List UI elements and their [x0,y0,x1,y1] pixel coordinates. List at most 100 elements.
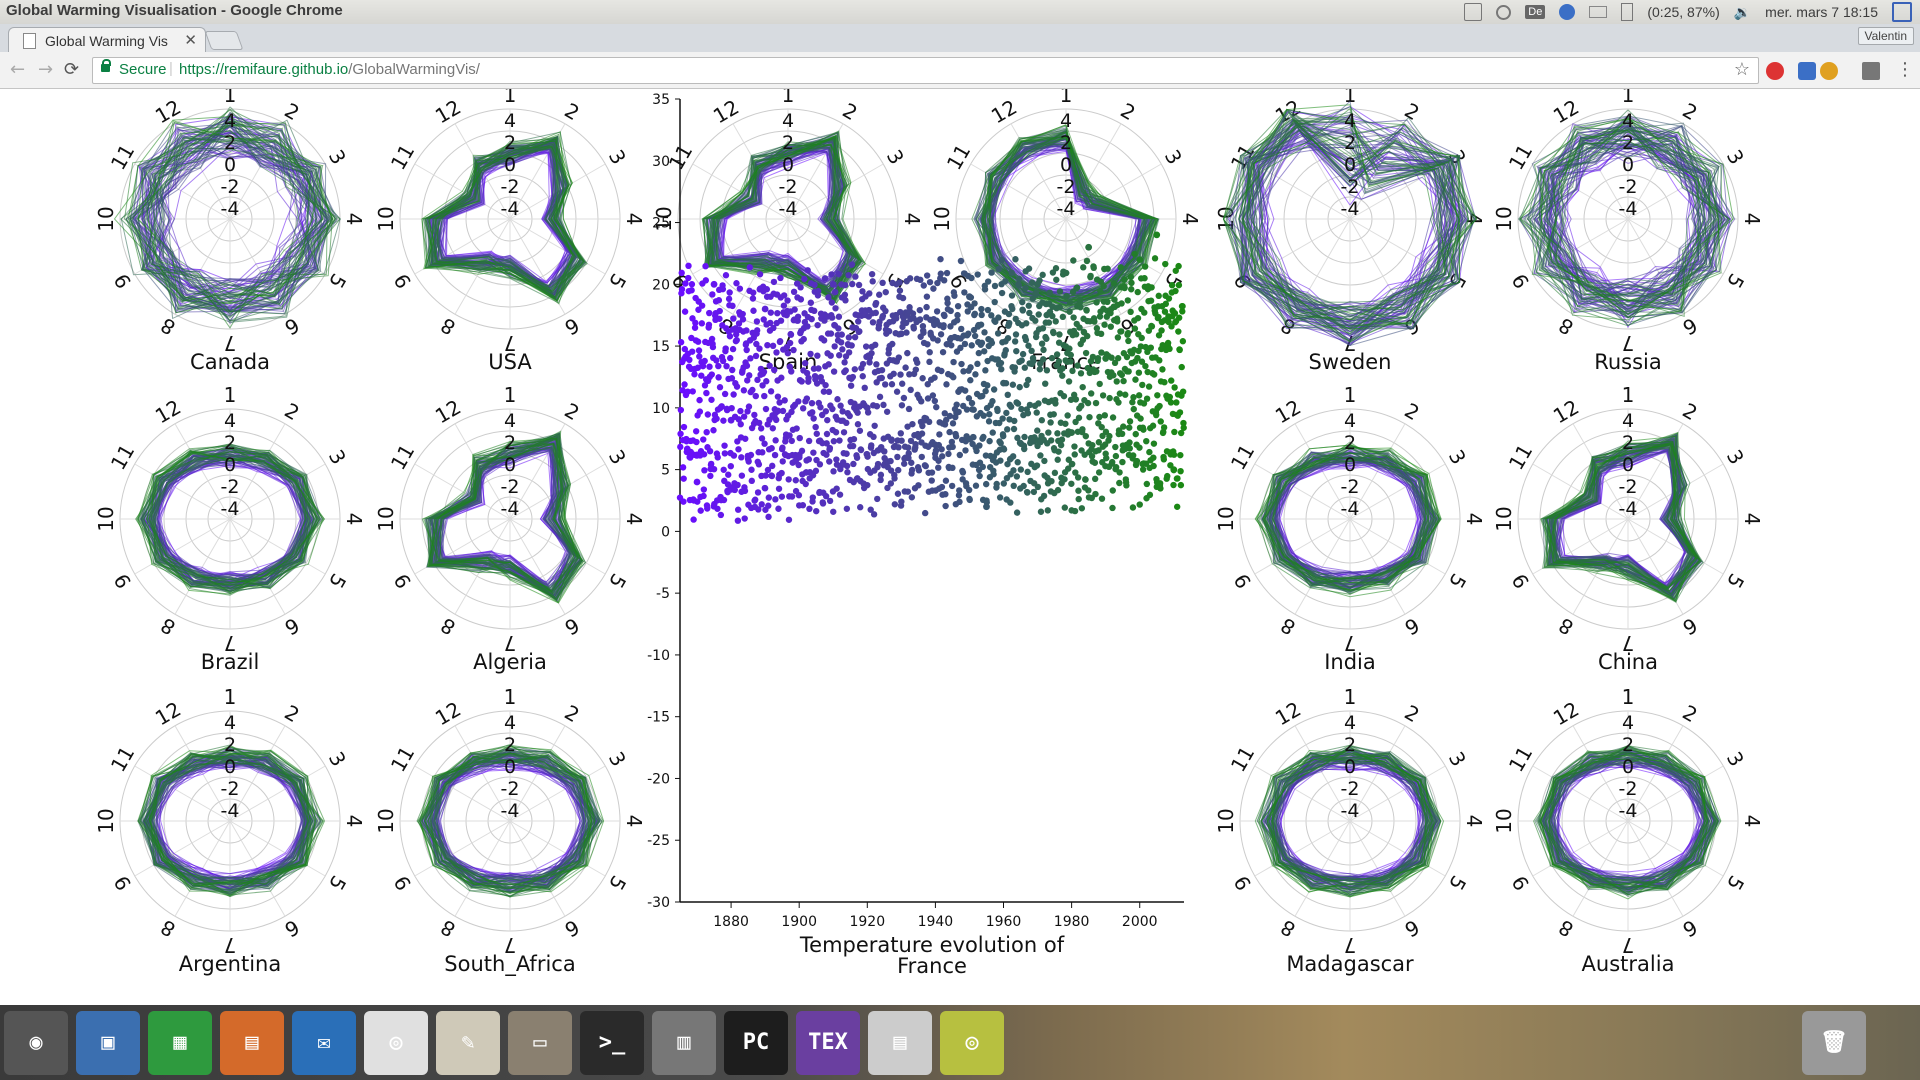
scatter-point [698,372,705,379]
scatter-point [681,345,689,353]
scatter-point [780,292,788,299]
extension-icon-2[interactable] [1820,62,1838,80]
scatter-point [1084,364,1091,372]
dock-files-icon[interactable]: ▭ [508,1011,572,1075]
battery-icon[interactable] [1621,3,1634,21]
scatter-point [841,291,849,298]
radar-spoke [454,820,511,917]
adblock-icon[interactable] [1766,62,1784,80]
dock-mixer-icon[interactable]: ▥ [652,1011,716,1075]
country-label[interactable]: Canada [190,350,270,374]
cast-icon[interactable] [1862,62,1880,80]
country-label[interactable]: Australia [1582,952,1675,976]
menu-icon[interactable]: ⋮ [1896,59,1914,80]
radar-year-line [141,106,320,322]
scatter-point [805,456,813,463]
url-text[interactable]: https://remifaure.github.io/GlobalWarmin… [179,61,480,78]
scatter-point [997,359,1005,367]
forward-arrow-icon[interactable]: → [38,59,54,80]
dock-impress-image-icon[interactable]: ▣ [76,1011,140,1075]
y-tick-label: 10 [652,401,670,417]
dock-dash-icon[interactable]: ◉ [4,1011,68,1075]
country-label[interactable]: Argentina [179,952,281,976]
country-label[interactable]: USA [488,350,532,374]
dock-terminal-icon[interactable]: >_ [580,1011,644,1075]
dock-calc-icon[interactable]: ▦ [148,1011,212,1075]
dock-impress-icon[interactable]: ▤ [220,1011,284,1075]
radar-year-line [706,134,862,292]
scatter-point [955,408,962,416]
scatter-point [721,390,729,398]
close-tab-icon[interactable]: ✕ [184,32,197,49]
scatter-point [843,419,850,427]
scatter-point [692,319,699,327]
dock-text-editor-icon[interactable]: ✎ [436,1011,500,1075]
scatter-point [1085,243,1093,251]
scatter-point [959,469,967,476]
scatter-point [1076,296,1084,304]
dock-pycharm-icon[interactable]: PC [724,1011,788,1075]
scatter-point [829,405,836,413]
address-bar[interactable]: Secure | https://remifaure.github.io/Glo… [92,57,1759,84]
country-label[interactable]: India [1324,650,1376,674]
country-label[interactable]: China [1598,650,1658,674]
scatter-point [859,373,866,380]
scatter-point [1110,372,1117,379]
scatter-point [895,444,902,451]
country-label[interactable]: Russia [1594,350,1662,374]
scatter-point [1174,475,1181,482]
country-label[interactable]: Algeria [473,650,547,674]
country-label[interactable]: South_Africa [444,952,575,977]
scatter-point [680,475,687,482]
radar-spoke [229,820,326,877]
battery-status: (0:25, 87%) [1647,4,1720,20]
country-label[interactable]: Brazil [201,650,260,674]
tab-global-warming[interactable]: Global Warming Vis ✕ [8,27,206,53]
mail-icon[interactable] [1589,6,1608,18]
bookmark-star-icon[interactable]: ☆ [1733,59,1750,79]
radar-month-label: 8 [1276,915,1299,942]
radar-year-line [423,438,583,601]
country-label[interactable]: Sweden [1309,350,1392,374]
dock-thunderbird-icon[interactable]: ✉ [292,1011,356,1075]
new-tab-button[interactable] [204,31,244,50]
session-menu-icon[interactable] [1892,2,1912,22]
scatter-point [881,448,888,455]
scatter-point [948,342,955,349]
x-tick-label: 1940 [918,914,954,930]
scatter-point [1161,379,1168,386]
scatter-point [873,361,880,368]
radar-year-line [1256,446,1437,595]
scatter-point [848,261,856,268]
extension-icon[interactable] [1798,62,1816,80]
back-arrow-icon[interactable]: ← [10,59,26,80]
dock-file-cabinet-icon[interactable]: ▤ [868,1011,932,1075]
profile-button[interactable]: Valentin [1857,27,1914,45]
dock-texmaker-icon[interactable]: TEX [796,1011,860,1075]
scatter-point [1075,414,1083,421]
scatter-point [1020,482,1027,490]
radar-year-line [423,140,574,302]
dock-trash-icon[interactable]: 🗑 [1802,1011,1866,1075]
scatter-point [924,395,932,402]
clipboard-icon[interactable] [1464,3,1483,21]
scatter-point [735,320,743,327]
url-host: https://remifaure.github.io [179,61,349,78]
radar-month-label: 12 [431,697,465,731]
scatter-point [873,403,881,410]
scatter-point [948,438,956,446]
scatter-point [1175,281,1183,289]
volume-icon[interactable]: 🔉 [1733,3,1752,20]
dock-chrome-icon[interactable]: ◎ [364,1011,428,1075]
search-tool-icon[interactable] [1496,4,1512,20]
scatter-point [1077,304,1084,311]
radar-month-label: 8 [436,313,459,340]
clock[interactable]: mer. mars 7 18:15 [1765,4,1878,20]
bluetooth-icon[interactable] [1559,4,1576,20]
country-label[interactable]: Madagascar [1286,952,1414,976]
keyboard-layout-indicator[interactable]: De [1525,5,1546,19]
calc-glyph: ▦ [173,1030,187,1055]
dock-image-viewer-icon[interactable]: ◎ [940,1011,1004,1075]
scatter-point [925,418,933,426]
reload-icon[interactable]: ⟳ [64,59,80,80]
